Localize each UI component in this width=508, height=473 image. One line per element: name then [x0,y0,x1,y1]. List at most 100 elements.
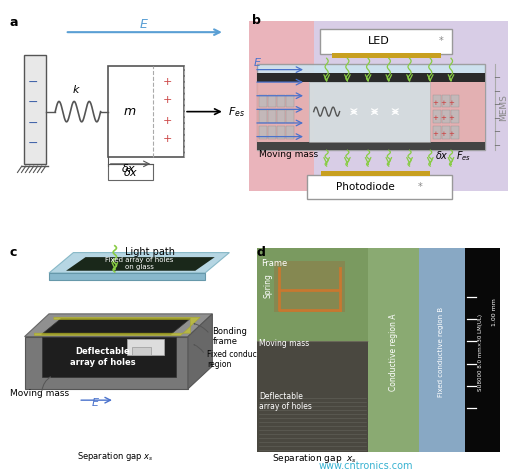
Text: Photodiode: Photodiode [336,182,395,192]
Text: −: − [27,96,38,109]
Bar [249,21,508,191]
Bar [433,111,440,123]
Text: www.cntronics.com: www.cntronics.com [319,461,413,471]
Text: +: + [448,99,454,105]
Bar [108,164,153,180]
Text: −: − [27,76,38,88]
Bar [419,248,465,452]
Text: −: − [493,128,500,137]
Bar [257,248,368,342]
Polygon shape [49,253,230,273]
Text: +: + [440,99,446,105]
Text: $E$: $E$ [91,396,100,408]
Text: −: − [493,114,500,123]
Text: Frame: Frame [262,259,288,268]
FancyBboxPatch shape [320,29,452,54]
Text: $F_{es}$: $F_{es}$ [456,149,471,163]
Bar [451,126,459,139]
Text: LED: LED [368,36,389,46]
Text: 1.00 mm: 1.00 mm [492,298,496,326]
Text: Light path: Light path [124,247,175,257]
Text: Moving mass: Moving mass [259,150,319,159]
Text: $E$: $E$ [139,18,148,31]
Text: $\delta x$: $\delta x$ [123,166,138,178]
Polygon shape [24,314,212,337]
Text: Moving mass: Moving mass [259,339,309,348]
Text: +: + [163,77,172,87]
Text: c: c [10,246,17,259]
Text: Moving mass: Moving mass [10,389,69,398]
Text: $\delta x$: $\delta x$ [121,162,137,174]
Polygon shape [24,337,188,389]
Bar [132,347,151,355]
Text: d: d [257,245,265,259]
Text: a: a [10,16,18,29]
Text: $k$: $k$ [72,83,81,96]
Bar [451,95,459,107]
Bar [451,111,459,123]
Text: +: + [432,99,438,105]
Text: +: + [163,95,172,105]
Bar [287,95,294,107]
Text: $F_{es}$: $F_{es}$ [228,105,245,119]
Bar [274,261,345,312]
Bar [308,82,430,142]
Text: +: + [163,134,172,144]
Text: Separation gap $x_s$: Separation gap $x_s$ [77,450,153,463]
Text: −: − [493,73,500,82]
Text: +: + [432,131,438,137]
Bar [42,337,176,377]
Text: b: b [251,14,261,27]
FancyBboxPatch shape [307,175,452,199]
Text: Deflectable
array of holes: Deflectable array of holes [259,392,312,411]
Text: Fixed conductive region B: Fixed conductive region B [438,307,443,397]
Bar [277,126,285,139]
Bar [368,248,419,452]
Text: Spring: Spring [264,273,272,298]
Bar [433,126,440,139]
Text: *: * [438,36,443,46]
Bar [442,95,450,107]
Text: $\delta x$: $\delta x$ [435,149,449,161]
Text: +: + [448,131,454,137]
Bar [259,95,267,107]
Bar [24,55,46,164]
Text: −: − [27,116,38,130]
Text: Conductive region A: Conductive region A [389,314,398,391]
Text: Fixed conductive
region: Fixed conductive region [207,350,272,369]
Bar [442,111,450,123]
Text: −: − [493,87,500,96]
Bar [322,171,430,176]
Text: SU8000 8.0 mm×30 LM(UL): SU8000 8.0 mm×30 LM(UL) [478,314,483,391]
Text: −: − [27,137,38,150]
FancyArrowPatch shape [194,345,204,352]
Bar [287,126,294,139]
Text: $E$: $E$ [253,56,262,68]
Bar [430,82,485,142]
FancyArrowPatch shape [42,377,50,391]
Text: +: + [448,115,454,122]
Text: −: − [493,100,500,109]
Bar [287,111,294,123]
Bar [257,342,368,452]
Polygon shape [35,317,200,335]
Bar [442,126,450,139]
Bar [268,95,276,107]
Bar [249,21,313,191]
Polygon shape [42,318,190,334]
Bar [257,64,485,150]
Text: *: * [418,182,422,192]
Text: MEMS: MEMS [499,94,508,121]
Bar [332,53,440,58]
Text: Deflectable
array of holes: Deflectable array of holes [70,347,136,367]
Bar [277,95,285,107]
Bar [108,66,184,157]
Text: Bonding
frame: Bonding frame [212,327,247,346]
Bar [277,111,285,123]
Text: −: − [493,141,500,150]
Bar [257,142,485,150]
Bar [257,82,308,142]
Bar [127,339,164,355]
Bar [268,111,276,123]
Bar [268,126,276,139]
